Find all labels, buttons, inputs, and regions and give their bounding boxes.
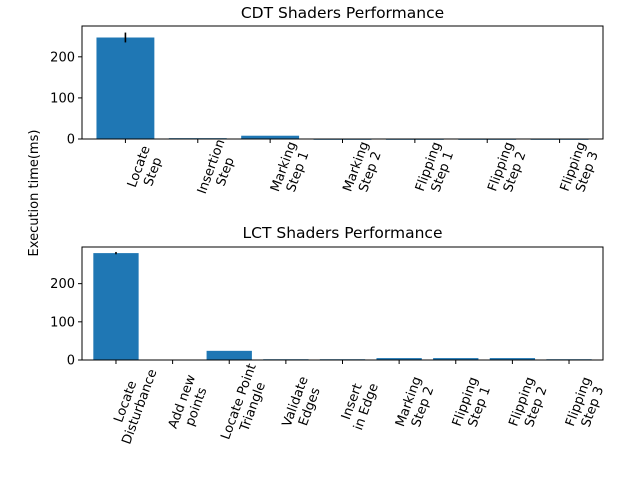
bar-2 — [206, 350, 252, 360]
x-tick-label: FlippingStep 2 — [506, 375, 552, 433]
y-tick-label: 100 — [50, 315, 75, 330]
x-tick-label: MarkingStep 2 — [393, 375, 439, 434]
shared-y-axis-label: Execution time(ms) — [27, 130, 42, 257]
bar-0 — [93, 253, 139, 360]
x-tick-label: MarkingStep 2 — [340, 140, 386, 199]
bar-5 — [376, 358, 422, 360]
y-tick-label: 200 — [50, 277, 75, 292]
x-tick-label: LocateStep — [125, 144, 168, 195]
bar-0 — [96, 37, 155, 139]
bar-2 — [241, 135, 300, 139]
lct-chart: LCT Shaders Performance 0 100 200 LocateDist… — [50, 224, 609, 447]
x-tick-label: FlippingStep 3 — [563, 375, 609, 433]
x-tick-label: LocateDisturbance — [105, 362, 160, 446]
y-tick-label: 0 — [67, 354, 75, 369]
x-tick-label: Locate PointTriangle — [218, 362, 273, 447]
x-tick-label: FlippingStep 1 — [450, 375, 496, 433]
bar-6 — [433, 358, 479, 360]
chart-title: LCT Shaders Performance — [243, 224, 443, 242]
x-tick-label: ValidateEdges — [280, 375, 326, 434]
x-tick-label: FlippingStep 3 — [558, 140, 604, 198]
y-tick-label: 0 — [67, 133, 75, 148]
x-tick-label: MarkingStep 1 — [268, 140, 314, 199]
x-tick-label: Insertin Edge — [337, 376, 382, 432]
x-tick-label: FlippingStep 1 — [413, 140, 459, 198]
x-tick-label: InsertionStep — [195, 137, 243, 201]
axes-frame — [81, 25, 604, 140]
x-tick-label: Add newpoints — [166, 372, 214, 435]
cdt-chart: CDT Shaders Performance 0 100 200 LocateStep… — [50, 4, 604, 201]
bar-7 — [489, 358, 536, 360]
y-tick-label: 100 — [50, 91, 75, 106]
axes-frame — [81, 246, 604, 361]
x-tick-label: FlippingStep 2 — [485, 140, 531, 198]
y-tick-label: 200 — [50, 50, 75, 65]
chart-title: CDT Shaders Performance — [241, 4, 444, 22]
